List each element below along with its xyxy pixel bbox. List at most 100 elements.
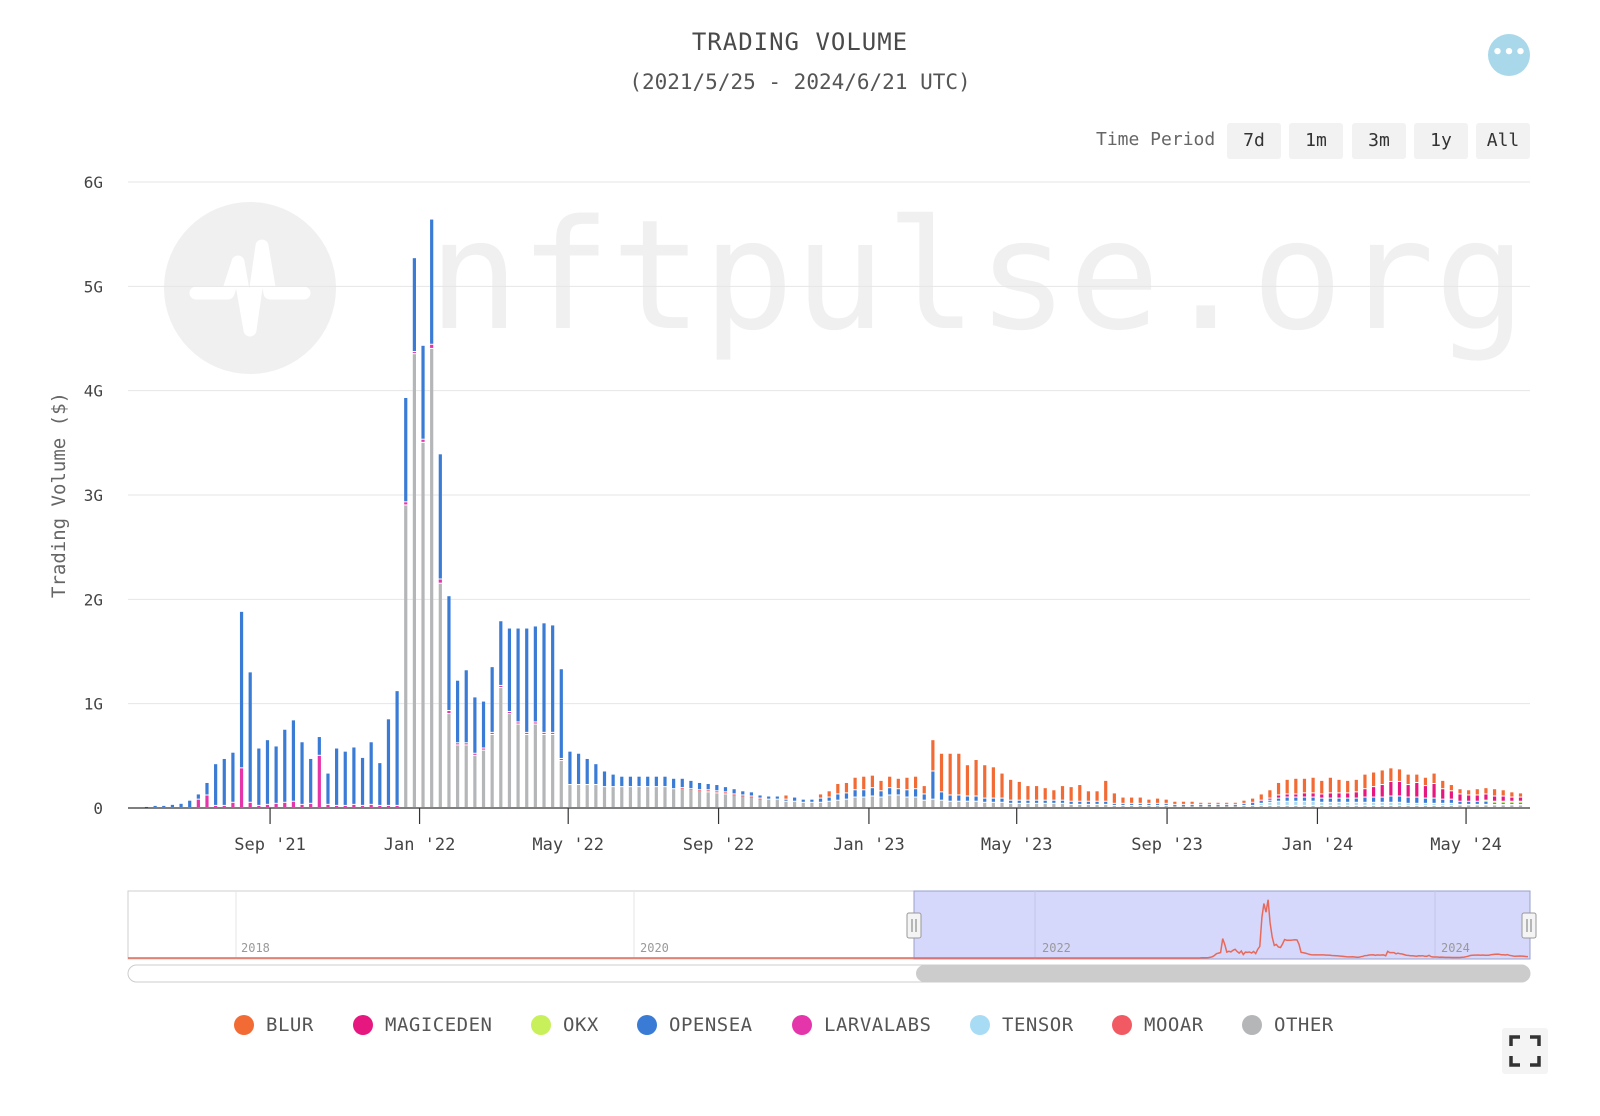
bar-segment-opensea[interactable] [905,790,909,797]
bar-segment-tensor[interactable] [1449,803,1453,805]
bar-segment-other[interactable] [1130,805,1134,807]
bar-segment-other[interactable] [913,797,918,807]
bar-segment-opensea[interactable] [948,795,952,801]
bar-segment-opensea[interactable] [576,753,581,785]
bar-segment-mooar[interactable] [723,792,728,794]
bar-segment-opensea[interactable] [715,785,719,791]
bar-segment-larvalabs[interactable] [516,722,520,724]
bar-segment-larvalabs[interactable] [499,685,503,688]
bar-segment-opensea[interactable] [1259,801,1263,803]
bar-segment-tensor[interactable] [1441,803,1445,805]
bar-segment-mooar[interactable] [732,794,736,796]
bar-segment-blur[interactable] [1492,789,1497,796]
bar-segment-other[interactable] [628,787,633,807]
bar-segment-opensea[interactable] [888,788,892,795]
bar-segment-larvalabs[interactable] [412,352,416,354]
bar-segment-magiceden[interactable] [1406,785,1410,797]
bar-segment-larvalabs[interactable] [490,732,494,734]
bar-segment-tensor[interactable] [1423,803,1428,805]
bar-segment-opensea[interactable] [1423,798,1428,803]
bar-segment-magiceden[interactable] [1449,791,1453,799]
bar-segment-larvalabs[interactable] [214,805,218,807]
bar-segment-larvalabs[interactable] [525,732,529,734]
bar-segment-opensea[interactable] [922,794,926,800]
bar-segment-blur[interactable] [1112,793,1116,803]
bar-segment-blur[interactable] [1173,801,1177,804]
bar-segment-opensea[interactable] [1251,803,1255,805]
bar-segment-opensea[interactable] [931,771,935,799]
bar-segment-other[interactable] [844,799,849,807]
bar-segment-opensea[interactable] [179,803,183,807]
bar-segment-larvalabs[interactable] [430,344,434,348]
bar-segment-opensea[interactable] [602,771,607,787]
bar-segment-other[interactable] [905,797,909,807]
bar-segment-magiceden[interactable] [1380,785,1384,797]
bar-segment-magiceden[interactable] [1510,797,1514,801]
bar-segment-mooar[interactable] [749,796,754,798]
bar-segment-blur[interactable] [957,753,961,795]
bar-segment-opensea[interactable] [991,798,995,802]
bar-segment-other[interactable] [663,787,667,807]
bar-segment-other[interactable] [1415,805,1419,807]
bar-segment-opensea[interactable] [862,790,866,797]
bar-segment-opensea[interactable] [188,800,192,807]
bar-segment-blur[interactable] [1276,782,1281,795]
bar-segment-other[interactable] [1389,805,1393,807]
bar-segment-other[interactable] [430,348,434,807]
bar-segment-other[interactable] [1501,805,1505,807]
bar-segment-opensea[interactable] [386,719,391,805]
bar-segment-opensea[interactable] [1484,801,1488,804]
bar-segment-blur[interactable] [1078,785,1082,801]
bar-segment-other[interactable] [447,714,451,807]
bar-segment-blur[interactable] [1294,778,1298,794]
navigator-selection[interactable] [913,890,1531,960]
bar-segment-other[interactable] [568,785,572,807]
bar-segment-blur[interactable] [948,753,952,795]
bar-segment-opensea[interactable] [879,791,883,797]
bar-segment-other[interactable] [767,799,771,807]
bar-segment-other[interactable] [525,734,529,807]
bar-segment-opensea[interactable] [335,748,339,805]
bar-segment-other[interactable] [620,787,624,807]
bar-segment-magiceden[interactable] [1302,793,1307,797]
bar-segment-opensea[interactable] [1302,797,1307,801]
bar-segment-blur[interactable] [991,767,995,798]
bar-segment-blur[interactable] [1233,802,1237,804]
bar-segment-opensea[interactable] [1371,797,1376,802]
bar-segment-opensea[interactable] [818,798,823,802]
bar-segment-other[interactable] [1276,805,1281,807]
bar-segment-opensea[interactable] [1492,802,1497,804]
bar-segment-other[interactable] [741,796,745,807]
bar-segment-other[interactable] [991,802,995,807]
bar-segment-okx[interactable] [1484,800,1488,802]
bar-segment-other[interactable] [1363,805,1367,807]
bar-segment-opensea[interactable] [1173,804,1177,806]
bar-segment-larvalabs[interactable] [395,805,399,807]
bar-segment-other[interactable] [490,734,494,807]
bar-segment-blur[interactable] [905,777,909,790]
bar-segment-tensor[interactable] [1492,804,1497,806]
bar-segment-tensor[interactable] [1475,804,1479,806]
bar-segment-blur[interactable] [1311,777,1315,793]
bar-segment-opensea[interactable] [1458,801,1462,804]
bar-segment-blur[interactable] [1026,786,1030,800]
bar-segment-tensor[interactable] [1458,804,1462,806]
bar-segment-blur[interactable] [1095,791,1099,801]
bar-segment-blur[interactable] [870,775,874,788]
bar-segment-other[interactable] [853,797,857,807]
bar-segment-opensea[interactable] [231,752,235,802]
bar-segment-other[interactable] [559,761,563,807]
bar-segment-opensea[interactable] [430,219,434,344]
bar-segment-opensea[interactable] [1518,802,1523,804]
bar-segment-opensea[interactable] [1432,798,1436,803]
bar-segment-blur[interactable] [1363,774,1367,789]
legend-item-magiceden[interactable]: MAGICEDEN [353,1010,492,1040]
bar-segment-other[interactable] [1233,805,1237,807]
bar-segment-blur[interactable] [1216,802,1220,804]
bar-segment-opensea[interactable] [741,791,745,795]
bar-segment-other[interactable] [931,799,935,807]
bar-segment-opensea[interactable] [343,751,347,805]
bar-segment-other[interactable] [1475,805,1479,807]
bar-segment-opensea[interactable] [1346,798,1350,802]
bar-segment-opensea[interactable] [767,796,771,799]
